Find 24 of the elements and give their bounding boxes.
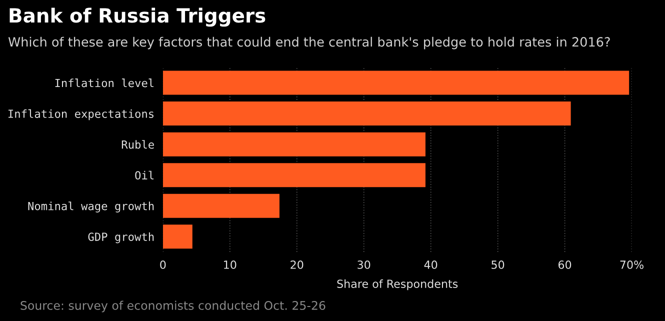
- y-tick-label: Inflation level: [55, 78, 154, 88]
- y-tick-label: Inflation expectations: [8, 109, 154, 120]
- y-tick-label: GDP growth: [88, 232, 154, 244]
- chart-title: Bank of Russia Triggers: [10, 8, 266, 27]
- x-tick-label: 40: [424, 260, 438, 269]
- x-tick-label: 10: [224, 260, 236, 269]
- x-axis-title: Share of Respondents: [337, 279, 458, 290]
- y-tick-label: Oil: [135, 170, 154, 180]
- x-tick-label: 50: [492, 260, 504, 269]
- source-note: Source: survey of economists conducted Oct. 25-26: [20, 300, 326, 312]
- bar: [162, 70, 630, 95]
- bar: [162, 163, 426, 188]
- chart-subtitle: Which of these are key factors that could end the central bank's pledge to hold rates in 2016?: [8, 36, 610, 50]
- x-tick-label: 70%: [620, 260, 644, 269]
- y-tick-label: Nominal wage growth: [28, 202, 154, 212]
- bar: [162, 194, 280, 218]
- y-tick-label: Ruble: [122, 140, 154, 149]
- bar: [162, 132, 426, 156]
- x-tick-label: 30: [358, 260, 370, 269]
- bar: [162, 102, 571, 126]
- x-tick-label: 60: [558, 260, 572, 269]
- x-tick-label: 20: [290, 260, 304, 269]
- x-tick-label: 0: [160, 260, 166, 269]
- bar: [162, 224, 192, 249]
